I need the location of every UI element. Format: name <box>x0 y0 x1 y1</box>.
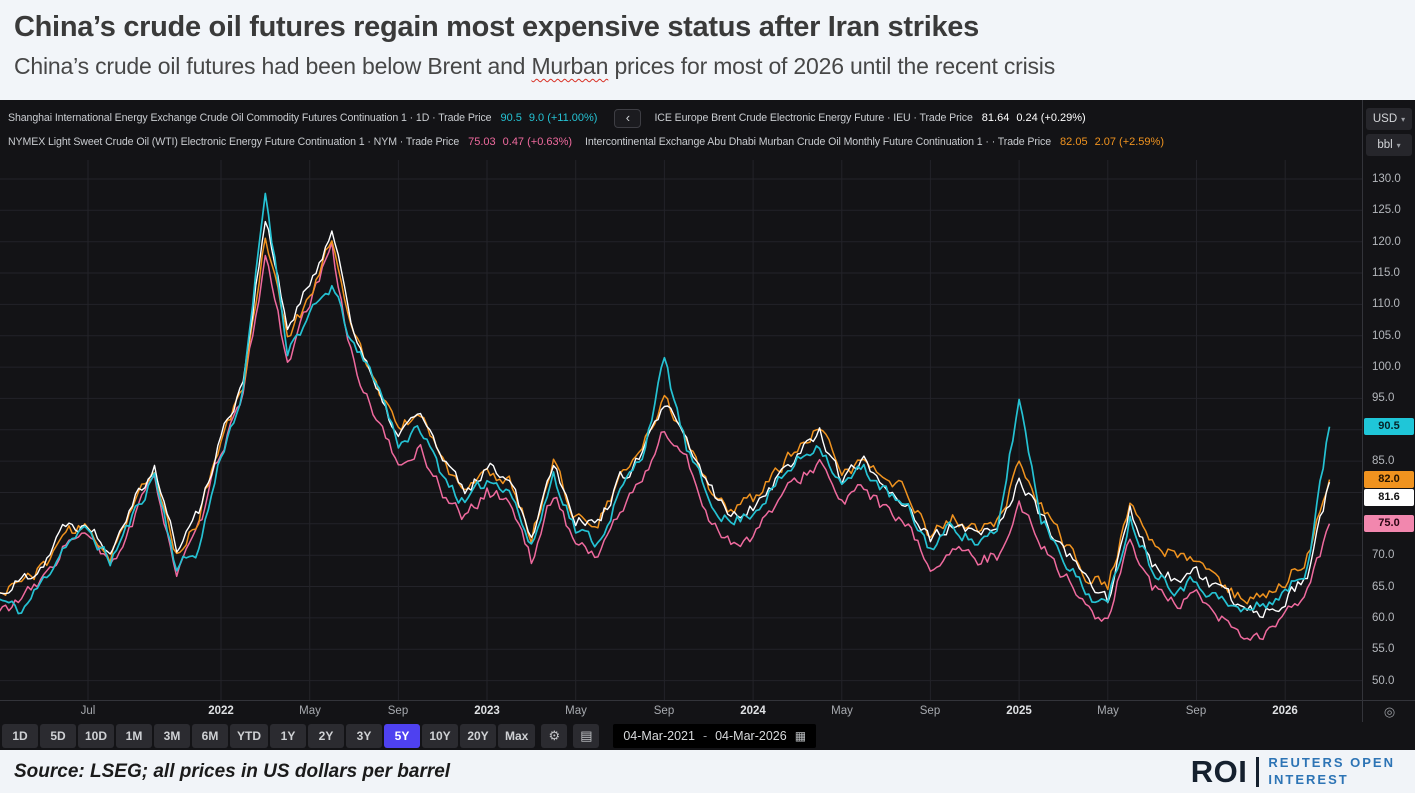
x-tick-Sep: Sep <box>653 705 675 717</box>
x-tick-May: May <box>299 705 321 717</box>
y-tick-120.0: 120.0 <box>1372 236 1401 248</box>
currency-dropdown[interactable]: USD ▾ <box>1366 108 1412 130</box>
page-title: China’s crude oil futures regain most ex… <box>14 11 979 43</box>
x-tick-2023: 2023 <box>474 705 500 717</box>
y-tick-65.0: 65.0 <box>1372 581 1395 593</box>
legend-row-2: NYMEX Light Sweet Crude Oil (WTI) Electr… <box>8 130 1357 154</box>
subtitle-suffix: prices for most of 2026 until the recent… <box>608 53 1056 79</box>
range-button-1d[interactable]: 1D <box>2 724 38 748</box>
legend-item-brent[interactable]: ICE Europe Brent Crude Electronic Energy… <box>654 112 973 124</box>
subtitle-prefix: China’s crude oil futures had been below… <box>14 53 532 79</box>
price-tag-90.5: 90.5 <box>1364 418 1414 435</box>
range-button-6m[interactable]: 6M <box>192 724 229 748</box>
legend-values-wti: 75.03 0.47 (+0.63%) <box>468 136 573 148</box>
range-button-10y[interactable]: 10Y <box>422 724 459 748</box>
source-note: Source: LSEG; all prices in US dollars p… <box>14 760 451 782</box>
series-2-line <box>0 241 1331 641</box>
x-tick-2026: 2026 <box>1272 705 1298 717</box>
x-tick-May: May <box>565 705 587 717</box>
x-tick-May: May <box>1097 705 1119 717</box>
legend-item-murban[interactable]: Intercontinental Exchange Abu Dhabi Murb… <box>585 136 1052 148</box>
roi-logo-abbr: ROI <box>1190 753 1248 789</box>
x-tick-Sep: Sep <box>919 705 941 717</box>
chevron-down-icon: ▾ <box>1396 140 1401 150</box>
page-subtitle: China’s crude oil futures had been below… <box>14 53 1401 80</box>
x-tick-2022: 2022 <box>208 705 234 717</box>
legend-collapse-button[interactable]: ‹ <box>614 108 642 128</box>
y-tick-110.0: 110.0 <box>1372 298 1400 310</box>
range-button-1m[interactable]: 1M <box>116 724 153 748</box>
chevron-down-icon: ▾ <box>1401 114 1406 124</box>
roi-logo-text: REUTERS OPEN INTEREST <box>1268 755 1395 789</box>
y-tick-70.0: 70.0 <box>1372 549 1395 561</box>
date-from[interactable]: 04-Mar-2021 <box>623 729 695 743</box>
range-toolbar: 1D 5D 10D 1M 3M 6M YTD 1Y 2Y 3Y 5Y 10Y 20Y Max ⚙ ▤ 04… <box>0 722 1415 750</box>
x-tick-2024: 2024 <box>740 705 766 717</box>
legend-values-brent: 81.64 0.24 (+0.29%) <box>981 112 1086 124</box>
y-tick-100.0: 100.0 <box>1372 361 1401 373</box>
date-to[interactable]: 04-Mar-2026 <box>715 729 787 743</box>
range-button-5d[interactable]: 5D <box>40 724 76 748</box>
unit-value: bbl <box>1377 139 1393 151</box>
spreadsheet-icon[interactable]: ▤ <box>573 724 600 748</box>
roi-logo-line2: INTEREST <box>1268 771 1349 787</box>
range-button-5y[interactable]: 5Y <box>384 724 421 748</box>
range-button-3y[interactable]: 3Y <box>346 724 383 748</box>
y-tick-105.0: 105.0 <box>1372 330 1401 342</box>
date-dash: - <box>702 729 708 743</box>
series-0-line <box>0 192 1331 615</box>
chart-panel: Shanghai International Energy Exchange C… <box>0 100 1415 750</box>
price-line-chart[interactable] <box>0 160 1362 700</box>
page-footer: Source: LSEG; all prices in US dollars p… <box>0 750 1415 793</box>
range-button-1y[interactable]: 1Y <box>270 724 307 748</box>
price-tag-81.6: 81.6 <box>1364 489 1414 506</box>
range-button-10d[interactable]: 10D <box>78 724 115 748</box>
legend-item-shanghai-ine[interactable]: Shanghai International Energy Exchange C… <box>8 112 492 124</box>
price-tag-75.0: 75.0 <box>1364 515 1414 532</box>
roi-logo: ROI REUTERS OPEN INTEREST <box>1191 754 1395 790</box>
y-tick-55.0: 55.0 <box>1372 643 1395 655</box>
price-tag-82.0: 82.0 <box>1364 471 1414 488</box>
range-button-ytd[interactable]: YTD <box>230 724 269 748</box>
range-button-max[interactable]: Max <box>498 724 536 748</box>
legend-values-shanghai-ine: 90.5 9.0 (+11.00%) <box>500 112 598 124</box>
calendar-icon[interactable]: ▦ <box>794 729 807 743</box>
legend-row-1: Shanghai International Energy Exchange C… <box>8 106 1357 130</box>
subtitle-murban-misspelling: Murban <box>531 53 609 79</box>
range-button-2y[interactable]: 2Y <box>308 724 345 748</box>
x-tick-Sep: Sep <box>387 705 409 717</box>
y-tick-125.0: 125.0 <box>1372 204 1401 216</box>
gear-icon[interactable]: ⚙ <box>541 724 568 748</box>
roi-logo-line1: REUTERS OPEN <box>1268 754 1395 770</box>
x-tick-Jul: Jul <box>80 705 96 717</box>
date-range-picker[interactable]: 04-Mar-2021 - 04-Mar-2026 ▦ <box>613 724 817 748</box>
legend-values-murban: 82.05 2.07 (+2.59%) <box>1060 136 1164 148</box>
x-tick-Sep: Sep <box>1185 705 1207 717</box>
range-button-3m[interactable]: 3M <box>154 724 191 748</box>
x-tick-2025: 2025 <box>1006 705 1032 717</box>
y-tick-115.0: 115.0 <box>1372 267 1400 279</box>
range-buttons: 1D 5D 10D 1M 3M 6M YTD 1Y 2Y 3Y 5Y 10Y 20Y Max <box>2 724 536 748</box>
range-button-20y[interactable]: 20Y <box>460 724 497 748</box>
y-axis[interactable]: 50.0 55.0 60.0 65.0 70.0 85.0 95.0 100.0 105.0 11… <box>1362 100 1415 722</box>
x-tick-May: May <box>831 705 853 717</box>
y-tick-85.0: 85.0 <box>1372 455 1395 467</box>
legend-item-wti[interactable]: NYMEX Light Sweet Crude Oil (WTI) Electr… <box>8 136 460 148</box>
unit-dropdown[interactable]: bbl ▾ <box>1366 134 1412 156</box>
target-icon[interactable]: ◎ <box>1383 703 1396 719</box>
axis-corner: ◎ <box>1363 700 1415 722</box>
y-tick-60.0: 60.0 <box>1372 612 1395 624</box>
y-tick-95.0: 95.0 <box>1372 392 1395 404</box>
article-header: China’s crude oil futures regain most ex… <box>0 0 1415 100</box>
chart-legend: Shanghai International Energy Exchange C… <box>8 106 1357 154</box>
roi-logo-divider <box>1256 756 1260 787</box>
currency-value: USD <box>1372 113 1398 125</box>
x-axis[interactable]: Jul 2022 May Sep 2023 May Sep 2024 May Sep 2025 May… <box>0 700 1362 722</box>
series-3-line <box>0 237 1331 605</box>
y-tick-130.0: 130.0 <box>1372 173 1401 185</box>
y-tick-50.0: 50.0 <box>1372 675 1395 687</box>
